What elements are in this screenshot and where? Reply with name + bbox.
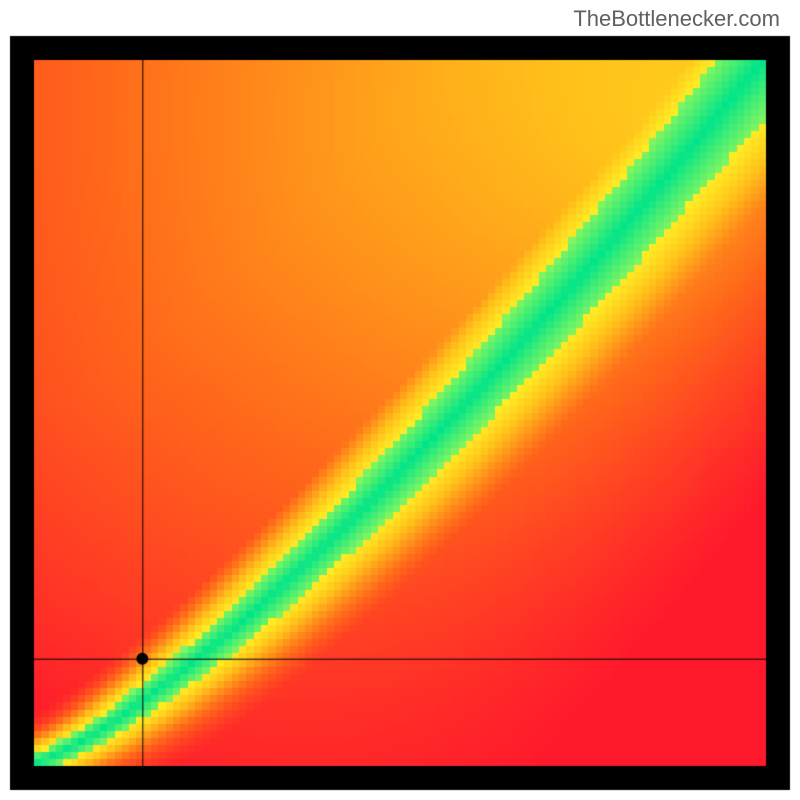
attribution-text: TheBottlenecker.com (573, 6, 780, 32)
chart-container: TheBottlenecker.com (0, 0, 800, 800)
bottleneck-heatmap (0, 0, 800, 800)
